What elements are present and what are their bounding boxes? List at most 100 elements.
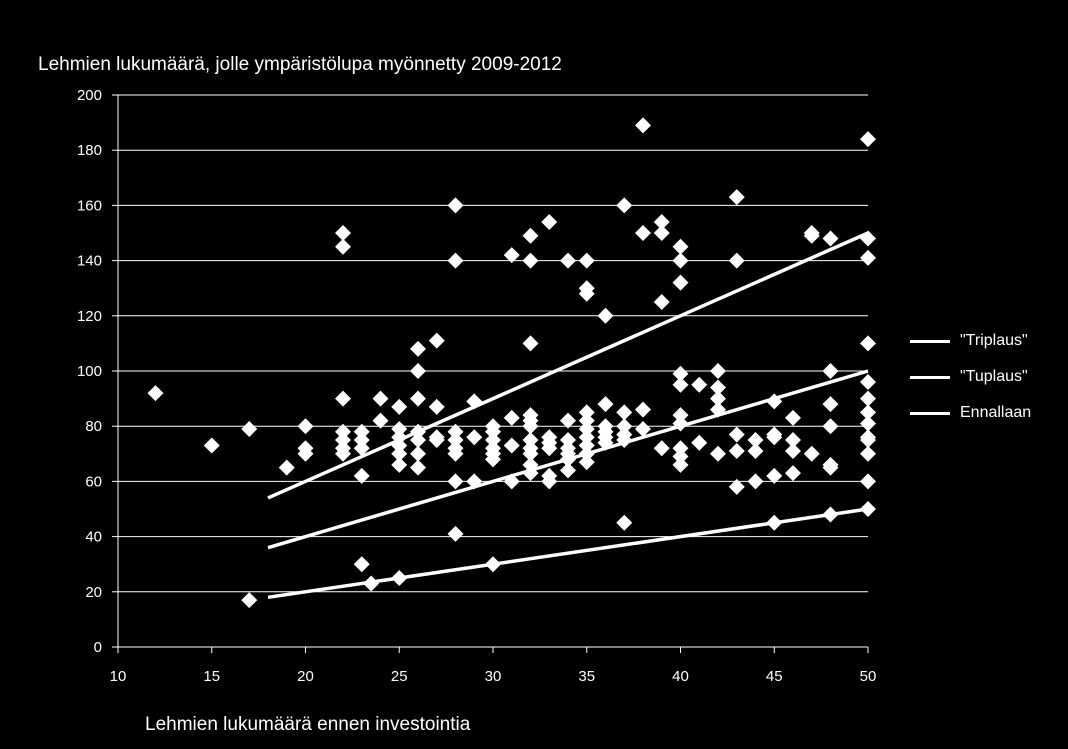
scatter-point	[710, 363, 726, 379]
scatter-point	[578, 404, 595, 421]
scatter-point	[578, 437, 595, 454]
x-tick-label: 50	[860, 668, 877, 685]
scatter-point	[860, 432, 876, 448]
y-tick-label: 160	[77, 197, 102, 214]
scatter-point	[635, 401, 651, 418]
scatter-point	[447, 423, 464, 440]
scatter-point	[672, 274, 689, 291]
x-tick-label: 10	[110, 668, 127, 685]
scatter-point	[466, 429, 483, 446]
scatter-point	[635, 225, 651, 241]
scatter-point	[578, 412, 595, 429]
scatter-point	[335, 445, 351, 462]
scatter-point	[860, 501, 876, 517]
scatter-point	[710, 379, 726, 396]
scatter-point	[410, 459, 426, 476]
scatter-point	[672, 376, 689, 393]
scatter-point	[241, 420, 258, 437]
scatter-point	[635, 420, 651, 437]
scatter-point	[410, 363, 426, 379]
y-tick-label: 100	[77, 363, 102, 380]
scatter-point	[672, 365, 689, 382]
scatter-point	[747, 443, 764, 460]
scatter-point	[541, 440, 558, 457]
y-tick-label: 40	[85, 529, 102, 546]
scatter-point	[522, 227, 539, 244]
scatter-point	[766, 467, 783, 484]
scatter-point	[728, 252, 745, 269]
scatter-point	[728, 189, 745, 206]
scatter-point	[410, 340, 426, 357]
scatter-point	[822, 230, 839, 247]
scatter-point	[391, 437, 408, 454]
scatter-point	[578, 285, 595, 302]
scatter-point	[635, 117, 651, 134]
scatter-point	[578, 429, 595, 446]
scatter-point	[391, 429, 408, 446]
scatter-point	[860, 390, 876, 407]
scatter-point	[822, 459, 839, 476]
scatter-point	[410, 423, 426, 440]
scatter-point	[522, 445, 539, 462]
y-tick-label: 20	[85, 584, 102, 601]
scatter-point	[578, 252, 595, 269]
scatter-point	[335, 423, 351, 440]
scatter-point	[522, 465, 539, 482]
scatter-point	[578, 445, 595, 462]
scatter-point	[653, 213, 670, 230]
scatter-point	[147, 385, 164, 402]
scatter-point	[297, 445, 314, 462]
scatter-point	[466, 473, 483, 490]
legend-line	[910, 375, 950, 379]
scatter-point	[691, 376, 708, 393]
scatter-point	[391, 420, 408, 437]
legend-item-triplaus: "Triplaus"	[910, 323, 1031, 359]
scatter-point	[353, 467, 370, 484]
scatter-point	[278, 459, 295, 476]
scatter-point	[803, 227, 820, 244]
scatter-point	[522, 418, 539, 435]
legend: "Triplaus" "Tuplaus" Ennallaan	[910, 323, 1031, 431]
scatter-point	[597, 396, 614, 413]
scatter-point	[822, 506, 839, 523]
scatter-point	[710, 445, 726, 462]
scatter-point	[766, 393, 783, 410]
scatter-point	[372, 390, 389, 407]
scatter-point	[860, 131, 876, 148]
scatter-point	[522, 335, 539, 352]
scatter-point	[578, 454, 595, 471]
scatter-point	[522, 432, 539, 448]
scatter-point	[541, 473, 558, 490]
y-tick-label: 80	[85, 418, 102, 435]
scatter-point	[391, 570, 408, 586]
scatter-point	[241, 592, 258, 609]
scatter-point	[203, 437, 220, 454]
legend-line	[910, 339, 950, 343]
scatter-point	[522, 456, 539, 473]
trend-line	[267, 231, 869, 500]
scatter-point	[447, 252, 464, 269]
scatter-point	[353, 432, 370, 448]
scatter-point	[653, 294, 670, 310]
scatter-point	[335, 390, 351, 407]
scatter-point	[728, 426, 745, 443]
scatter-point	[503, 473, 520, 490]
scatter-point	[766, 514, 783, 531]
scatter-point	[485, 432, 501, 448]
scatter-point	[391, 456, 408, 473]
scatter-point	[447, 525, 464, 542]
scatter-point	[597, 307, 614, 324]
scatter-point	[560, 451, 576, 468]
scatter-point	[335, 432, 351, 448]
scatter-point	[372, 412, 389, 429]
legend-item-ennallaan: Ennallaan	[910, 395, 1031, 431]
scatter-point	[485, 451, 501, 468]
scatter-point	[447, 432, 464, 448]
scatter-point	[410, 432, 426, 448]
scatter-point	[785, 409, 801, 426]
scatter-point	[353, 556, 370, 573]
x-tick-label: 25	[391, 668, 408, 685]
legend-label: "Triplaus"	[960, 332, 1028, 349]
y-tick-label: 120	[77, 308, 102, 325]
